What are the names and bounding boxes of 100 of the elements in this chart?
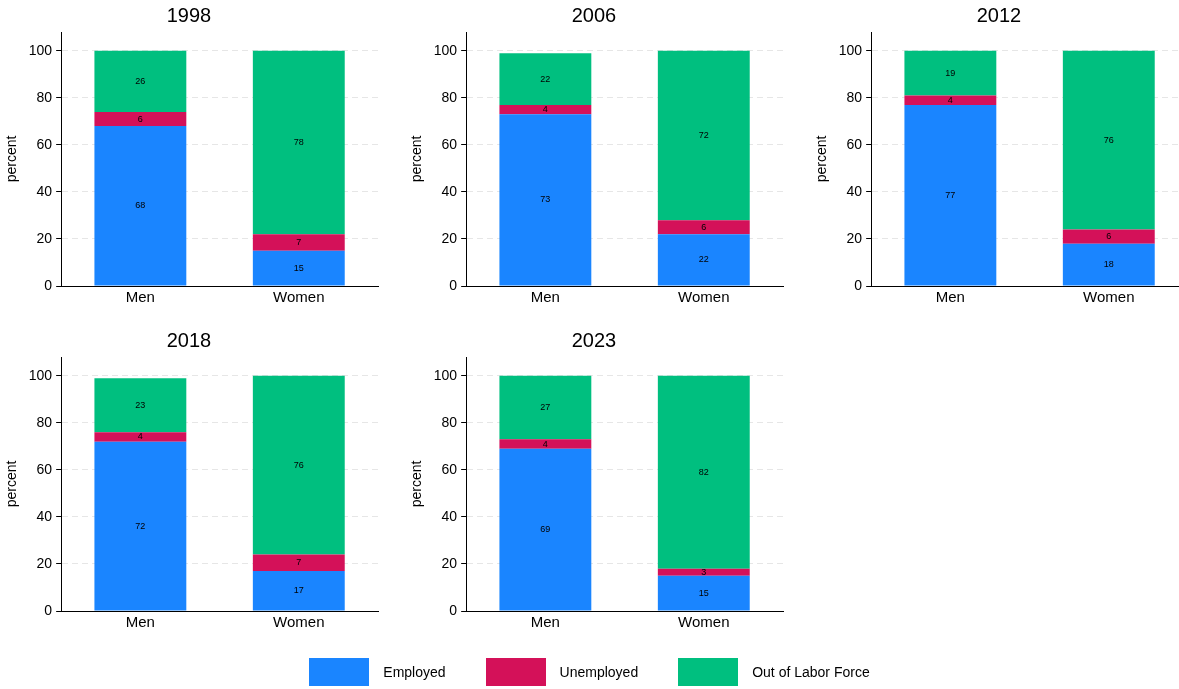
bar bbox=[657, 234, 750, 286]
chart-title: 2018 bbox=[166, 328, 212, 351]
data-label: 26 bbox=[135, 75, 146, 86]
y-tick-label: 60 bbox=[846, 135, 863, 152]
y-axis-title: percent bbox=[813, 135, 830, 183]
data-label: 6 bbox=[1106, 231, 1112, 242]
bar bbox=[904, 104, 997, 286]
bar bbox=[252, 250, 345, 286]
y-tick-label: 0 bbox=[854, 276, 863, 293]
y-tick-label: 100 bbox=[28, 366, 53, 383]
bar bbox=[499, 439, 592, 449]
data-label: 4 bbox=[947, 94, 953, 105]
y-tick-label: 0 bbox=[44, 276, 53, 293]
y-tick-label: 0 bbox=[44, 601, 53, 618]
data-label: 4 bbox=[542, 104, 548, 115]
y-axis-title: percent bbox=[3, 460, 20, 508]
data-label: 72 bbox=[135, 520, 146, 531]
bar bbox=[657, 220, 750, 235]
x-tick-label: Men bbox=[530, 288, 560, 306]
y-tick-label: 40 bbox=[36, 182, 53, 199]
y-tick-label: 80 bbox=[36, 413, 53, 430]
data-label: 15 bbox=[698, 587, 709, 598]
y-axis-title: percent bbox=[408, 135, 425, 183]
legend-label: Unemployed bbox=[559, 664, 639, 680]
chart-title: 1998 bbox=[166, 3, 212, 26]
x-tick-label: Women bbox=[1083, 288, 1135, 306]
bar bbox=[657, 575, 750, 611]
data-label: 68 bbox=[135, 200, 146, 211]
y-tick-label: 40 bbox=[846, 182, 863, 199]
bar bbox=[94, 441, 187, 611]
chart-title: 2006 bbox=[571, 3, 617, 26]
data-label: 15 bbox=[293, 262, 304, 273]
y-tick-label: 60 bbox=[441, 460, 458, 477]
y-tick-label: 80 bbox=[846, 88, 863, 105]
bar bbox=[94, 126, 187, 286]
x-tick-label: Women bbox=[273, 288, 325, 306]
y-tick-label: 40 bbox=[36, 507, 53, 524]
bar bbox=[904, 50, 997, 96]
y-tick-label: 80 bbox=[441, 413, 458, 430]
x-tick-label: Women bbox=[273, 613, 325, 631]
y-tick-label: 20 bbox=[36, 554, 53, 571]
bar bbox=[499, 53, 592, 105]
bar bbox=[499, 104, 592, 115]
y-tick-label: 0 bbox=[449, 601, 458, 618]
bar bbox=[499, 375, 592, 440]
x-tick-label: Men bbox=[530, 613, 560, 631]
bar bbox=[94, 50, 187, 112]
y-axis-title: percent bbox=[3, 135, 20, 183]
data-label: 73 bbox=[540, 194, 551, 205]
y-tick-label: 40 bbox=[441, 507, 458, 524]
x-tick-label: Men bbox=[125, 613, 155, 631]
bar bbox=[252, 234, 345, 251]
data-label: 76 bbox=[293, 459, 304, 470]
bar bbox=[657, 50, 750, 221]
data-label: 4 bbox=[137, 431, 143, 442]
data-label: 22 bbox=[698, 254, 709, 265]
y-axis-title: percent bbox=[408, 460, 425, 508]
x-tick-label: Women bbox=[678, 288, 730, 306]
data-label: 7 bbox=[296, 557, 302, 568]
data-label: 82 bbox=[698, 466, 709, 477]
data-label: 78 bbox=[293, 137, 304, 148]
y-tick-label: 80 bbox=[441, 88, 458, 105]
data-label: 69 bbox=[540, 524, 551, 535]
y-tick-label: 0 bbox=[449, 276, 458, 293]
data-label: 3 bbox=[701, 566, 707, 577]
data-label: 7 bbox=[296, 236, 302, 247]
y-tick-label: 60 bbox=[36, 460, 53, 477]
data-label: 18 bbox=[1103, 259, 1114, 270]
data-label: 76 bbox=[1103, 134, 1114, 145]
data-label: 6 bbox=[701, 221, 707, 232]
bar bbox=[252, 571, 345, 611]
x-tick-label: Men bbox=[935, 288, 965, 306]
data-label: 27 bbox=[540, 402, 551, 413]
bar bbox=[94, 378, 187, 433]
bar bbox=[252, 375, 345, 555]
y-tick-label: 100 bbox=[433, 366, 458, 383]
bar bbox=[252, 50, 345, 235]
data-label: 77 bbox=[945, 189, 956, 200]
legend-label: Out of Labor Force bbox=[752, 664, 870, 680]
data-label: 22 bbox=[540, 73, 551, 84]
y-tick-label: 100 bbox=[28, 41, 53, 58]
y-tick-label: 40 bbox=[441, 182, 458, 199]
bar bbox=[657, 375, 750, 569]
bar bbox=[252, 554, 345, 572]
bar bbox=[904, 95, 997, 105]
data-label: 6 bbox=[137, 113, 143, 124]
y-tick-label: 20 bbox=[846, 229, 863, 246]
y-tick-label: 60 bbox=[441, 135, 458, 152]
y-tick-label: 20 bbox=[36, 229, 53, 246]
chart-title: 2023 bbox=[571, 328, 617, 351]
bar bbox=[94, 111, 187, 127]
y-tick-label: 20 bbox=[441, 554, 458, 571]
data-label: 4 bbox=[542, 438, 548, 449]
legend-label: Employed bbox=[383, 664, 446, 680]
y-tick-label: 80 bbox=[36, 88, 53, 105]
bar bbox=[657, 568, 750, 576]
data-label: 17 bbox=[293, 585, 304, 596]
x-tick-label: Men bbox=[125, 288, 155, 306]
y-tick-label: 60 bbox=[36, 135, 53, 152]
x-tick-label: Women bbox=[678, 613, 730, 631]
